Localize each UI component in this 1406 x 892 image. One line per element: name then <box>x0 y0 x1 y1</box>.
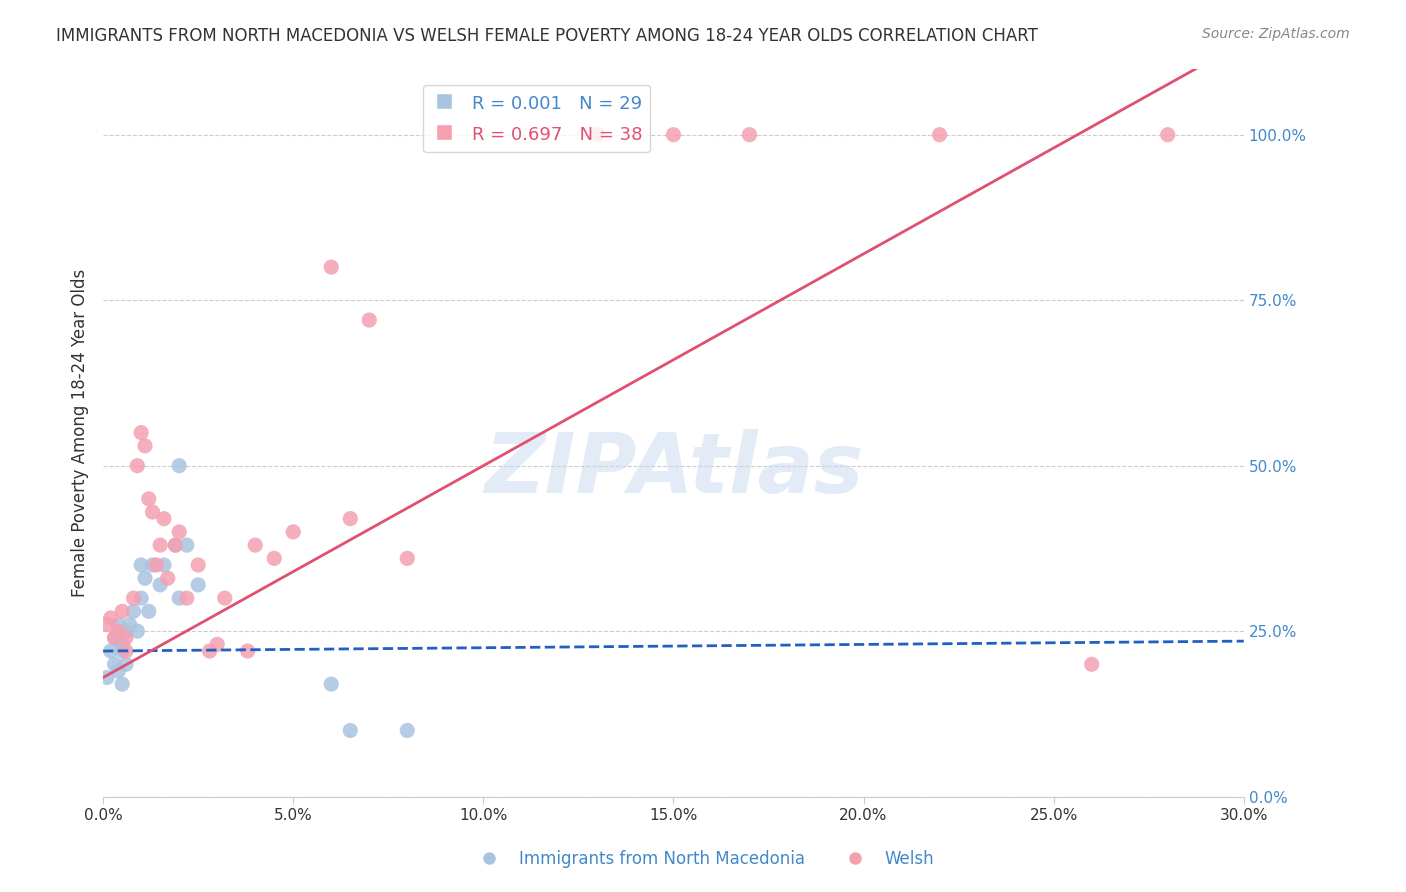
Point <box>359 313 381 327</box>
Point <box>167 458 190 473</box>
Point <box>236 644 259 658</box>
Y-axis label: Female Poverty Among 18-24 Year Olds: Female Poverty Among 18-24 Year Olds <box>72 268 89 597</box>
Point <box>263 551 285 566</box>
Point <box>145 558 167 572</box>
Point <box>122 604 145 618</box>
Point <box>111 677 134 691</box>
Point <box>187 578 209 592</box>
Point <box>176 538 198 552</box>
Point <box>198 644 221 658</box>
Point <box>115 657 138 672</box>
Legend: Immigrants from North Macedonia, Welsh: Immigrants from North Macedonia, Welsh <box>465 844 941 875</box>
Point <box>100 611 122 625</box>
Point <box>1157 128 1180 142</box>
Point <box>122 591 145 606</box>
Text: IMMIGRANTS FROM NORTH MACEDONIA VS WELSH FEMALE POVERTY AMONG 18-24 YEAR OLDS CO: IMMIGRANTS FROM NORTH MACEDONIA VS WELSH… <box>56 27 1038 45</box>
Point <box>738 128 761 142</box>
Point <box>115 631 138 645</box>
Point <box>1080 657 1102 672</box>
Point <box>107 664 129 678</box>
Point <box>103 631 125 645</box>
Point <box>205 637 228 651</box>
Point <box>187 558 209 572</box>
Point <box>321 677 343 691</box>
Point <box>107 624 129 639</box>
Point <box>127 458 149 473</box>
Point <box>103 631 125 645</box>
Point <box>149 538 172 552</box>
Point <box>156 571 179 585</box>
Point <box>167 591 190 606</box>
Point <box>396 551 419 566</box>
Point <box>115 624 138 639</box>
Point <box>165 538 187 552</box>
Point <box>245 538 267 552</box>
Point <box>103 657 125 672</box>
Point <box>142 558 165 572</box>
Point <box>107 617 129 632</box>
Point <box>153 558 176 572</box>
Point <box>167 524 190 539</box>
Point <box>339 511 361 525</box>
Point <box>165 538 187 552</box>
Point <box>129 425 152 440</box>
Point <box>96 671 118 685</box>
Text: Source: ZipAtlas.com: Source: ZipAtlas.com <box>1202 27 1350 41</box>
Point <box>176 591 198 606</box>
Point <box>138 491 160 506</box>
Point <box>111 644 134 658</box>
Point <box>586 128 609 142</box>
Point <box>396 723 419 738</box>
Point <box>138 604 160 618</box>
Point <box>321 260 343 274</box>
Point <box>662 128 685 142</box>
Point <box>129 558 152 572</box>
Point <box>153 511 176 525</box>
Point <box>928 128 950 142</box>
Point <box>100 644 122 658</box>
Point <box>283 524 305 539</box>
Point <box>134 571 156 585</box>
Point <box>339 723 361 738</box>
Point <box>111 637 134 651</box>
Point <box>115 644 138 658</box>
Point <box>127 624 149 639</box>
Point <box>149 578 172 592</box>
Point <box>111 604 134 618</box>
Point <box>134 439 156 453</box>
Text: ZIPAtlas: ZIPAtlas <box>484 428 863 509</box>
Point <box>118 617 141 632</box>
Point <box>142 505 165 519</box>
Legend: R = 0.001   N = 29, R = 0.697   N = 38: R = 0.001 N = 29, R = 0.697 N = 38 <box>423 85 650 153</box>
Point <box>214 591 236 606</box>
Point <box>96 617 118 632</box>
Point <box>129 591 152 606</box>
